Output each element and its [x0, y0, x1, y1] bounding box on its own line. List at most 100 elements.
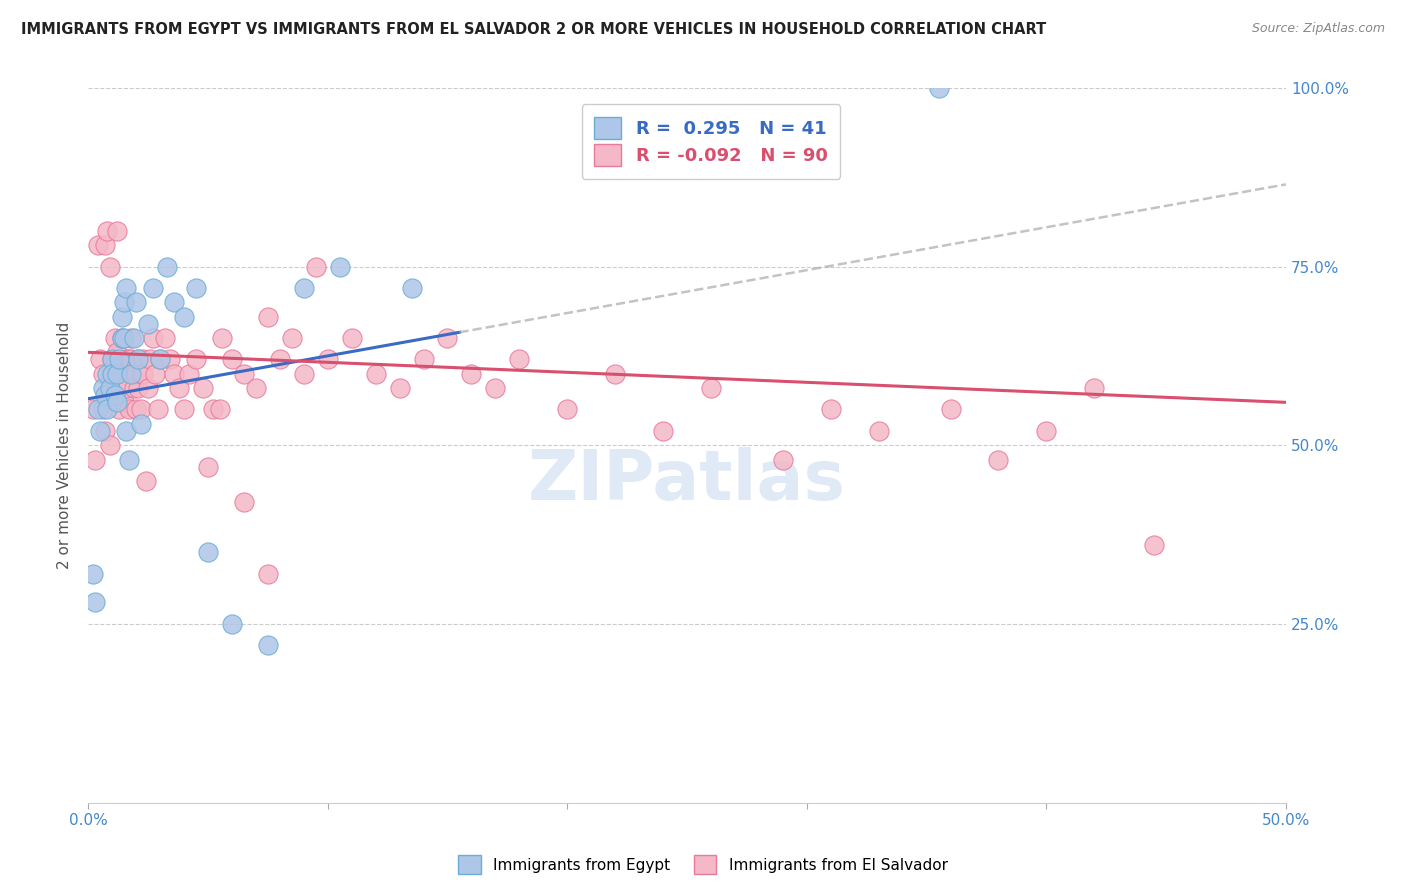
Point — [316, 352, 339, 367]
Point — [868, 424, 890, 438]
Point — [191, 381, 214, 395]
Point — [460, 367, 482, 381]
Point — [122, 367, 145, 381]
Point — [96, 402, 118, 417]
Point — [125, 295, 148, 310]
Point — [484, 381, 506, 395]
Point — [91, 367, 114, 381]
Point — [129, 417, 152, 431]
Point — [159, 352, 181, 367]
Point — [82, 402, 104, 417]
Point — [108, 352, 131, 367]
Point — [111, 310, 134, 324]
Point — [91, 402, 114, 417]
Point — [89, 424, 111, 438]
Point — [177, 367, 200, 381]
Point — [700, 381, 723, 395]
Point — [163, 295, 186, 310]
Point — [108, 402, 131, 417]
Point — [928, 81, 950, 95]
Point — [232, 495, 254, 509]
Point — [256, 638, 278, 652]
Point — [388, 381, 411, 395]
Point — [292, 367, 315, 381]
Point — [129, 367, 152, 381]
Point — [173, 402, 195, 417]
Point — [103, 331, 125, 345]
Point — [184, 352, 207, 367]
Point — [208, 402, 231, 417]
Point — [1035, 424, 1057, 438]
Point — [184, 281, 207, 295]
Point — [105, 395, 128, 409]
Point — [87, 402, 110, 417]
Point — [412, 352, 434, 367]
Point — [156, 260, 179, 274]
Point — [122, 331, 145, 345]
Point — [101, 352, 124, 367]
Point — [125, 367, 148, 381]
Point — [89, 352, 111, 367]
Point — [115, 352, 138, 367]
Point — [122, 381, 145, 395]
Point — [105, 224, 128, 238]
Y-axis label: 2 or more Vehicles in Household: 2 or more Vehicles in Household — [58, 322, 72, 569]
Legend: R =  0.295   N = 41, R = -0.092   N = 90: R = 0.295 N = 41, R = -0.092 N = 90 — [582, 104, 841, 178]
Point — [820, 402, 842, 417]
Point — [118, 402, 141, 417]
Point — [197, 545, 219, 559]
Point — [142, 331, 165, 345]
Point — [142, 281, 165, 295]
Point — [136, 381, 159, 395]
Point — [1083, 381, 1105, 395]
Point — [111, 331, 134, 345]
Text: ZIPatlas: ZIPatlas — [529, 448, 846, 515]
Point — [221, 616, 243, 631]
Point — [149, 352, 172, 367]
Point — [245, 381, 267, 395]
Point — [118, 352, 141, 367]
Point — [256, 566, 278, 581]
Point — [772, 452, 794, 467]
Point — [139, 352, 162, 367]
Point — [127, 352, 149, 367]
Point — [91, 381, 114, 395]
Point — [112, 295, 135, 310]
Point — [201, 402, 224, 417]
Point — [118, 452, 141, 467]
Point — [256, 310, 278, 324]
Point — [605, 367, 627, 381]
Point — [94, 388, 117, 402]
Point — [111, 331, 134, 345]
Point — [105, 345, 128, 359]
Point — [211, 331, 233, 345]
Point — [96, 367, 118, 381]
Point — [115, 281, 138, 295]
Point — [281, 331, 304, 345]
Point — [132, 367, 155, 381]
Point — [103, 352, 125, 367]
Legend: Immigrants from Egypt, Immigrants from El Salvador: Immigrants from Egypt, Immigrants from E… — [453, 849, 953, 880]
Point — [87, 238, 110, 252]
Point — [115, 424, 138, 438]
Point — [364, 367, 387, 381]
Point — [112, 367, 135, 381]
Point — [167, 381, 190, 395]
Point — [127, 381, 149, 395]
Point — [129, 402, 152, 417]
Point — [101, 367, 124, 381]
Point — [436, 331, 458, 345]
Point — [329, 260, 352, 274]
Point — [221, 352, 243, 367]
Point — [146, 402, 169, 417]
Point — [173, 310, 195, 324]
Point — [939, 402, 962, 417]
Point — [305, 260, 328, 274]
Point — [143, 367, 166, 381]
Point — [163, 367, 186, 381]
Point — [111, 381, 134, 395]
Point — [153, 331, 176, 345]
Point — [197, 459, 219, 474]
Point — [101, 367, 124, 381]
Point — [112, 331, 135, 345]
